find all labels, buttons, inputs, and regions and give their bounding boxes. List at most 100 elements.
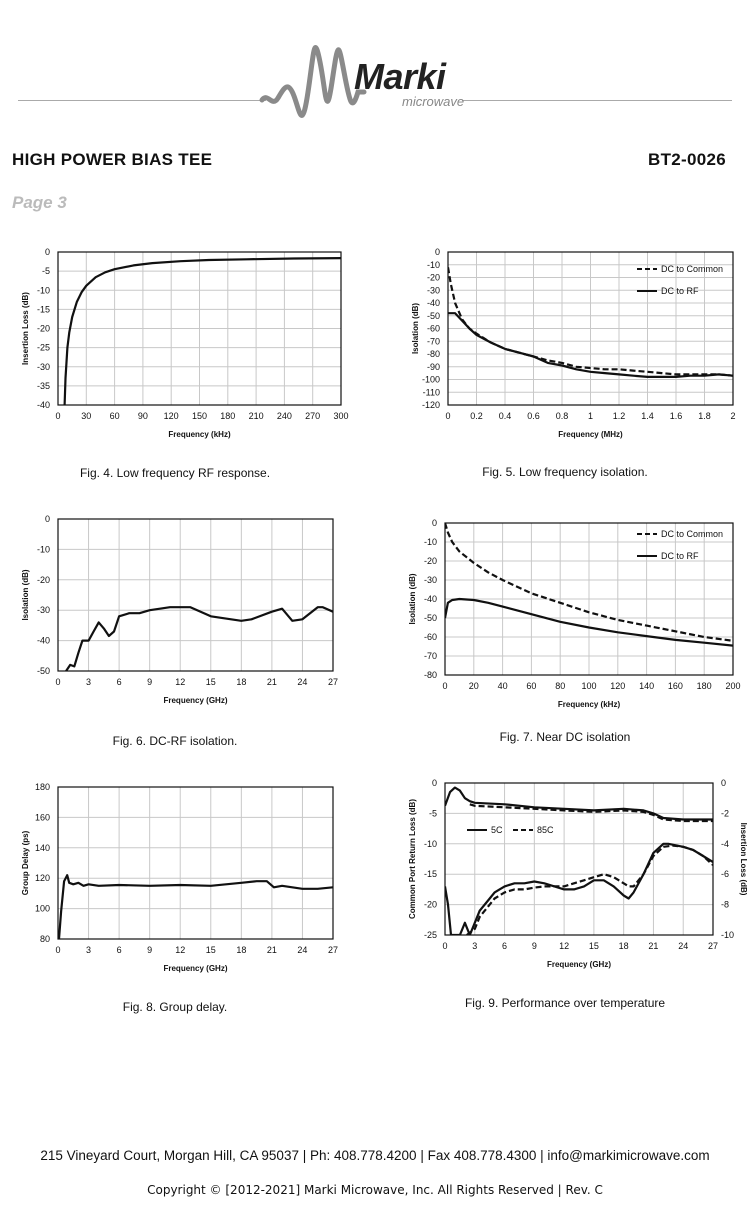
- series-line-s21: [63, 257, 341, 405]
- x-tick-label: 60: [110, 411, 120, 421]
- y-tick-label: -10: [424, 537, 437, 547]
- series-line-5c-insertion-loss: [445, 786, 713, 821]
- y-tick-label: -30: [37, 362, 50, 372]
- x-tick-label: 300: [333, 411, 348, 421]
- x-tick-label: 160: [668, 681, 683, 691]
- chart-fig9: 0 3 6 9 12 15 18 21 24 27 0 -5 -10 -15 -20 -25 0 -2 -4 -6 -8…: [408, 778, 748, 969]
- y-axis-label: Isolation (dB): [411, 303, 420, 354]
- x-tick-label: 180: [220, 411, 235, 421]
- y-tick-label: -50: [424, 613, 437, 623]
- y-tick-label: -10: [427, 260, 440, 270]
- x-axis-label: Frequency (MHz): [558, 430, 623, 439]
- x-tick-label: 21: [267, 677, 277, 687]
- x-tick-label: 0: [55, 945, 60, 955]
- x-tick-label: 120: [164, 411, 179, 421]
- y-tick-label: 0: [45, 247, 50, 257]
- logo-waveform-icon: [259, 45, 367, 118]
- x-tick-label: 18: [236, 677, 246, 687]
- y-tick-label: 100: [35, 904, 50, 914]
- y-tick-label: -120: [422, 400, 440, 410]
- y-tick-label: 160: [35, 812, 50, 822]
- x-tick-label: 3: [86, 677, 91, 687]
- x-tick-label: 1.4: [641, 411, 654, 421]
- x-tick-label: 6: [117, 945, 122, 955]
- x-tick-label: 2: [730, 411, 735, 421]
- x-tick-label: 40: [498, 681, 508, 691]
- x-tick-label: 9: [147, 677, 152, 687]
- legend-label: DC to RF: [661, 286, 699, 296]
- y-tick-label: -50: [37, 666, 50, 676]
- x-tick-label: 15: [206, 677, 216, 687]
- y-tick-label: -25: [424, 930, 437, 940]
- x-tick-label: 180: [697, 681, 712, 691]
- caption-fig8: Fig. 8. Group delay.: [122, 1000, 228, 1014]
- y-right-tick-label: -6: [721, 869, 729, 879]
- y-tick-label: 140: [35, 843, 50, 853]
- x-tick-label: 0: [55, 677, 60, 687]
- chart-fig7: 0 20 40 60 80 100 120 140 160 180 200 0 -10 -20 -30 -40…: [408, 518, 741, 709]
- y-tick-label: -40: [427, 298, 440, 308]
- y-tick-label: -80: [424, 670, 437, 680]
- x-tick-label: 140: [639, 681, 654, 691]
- x-axis-label: Frequency (GHz): [163, 696, 227, 705]
- y-tick-label: -30: [424, 575, 437, 585]
- chart-fig8: 0 3 6 9 12 15 18 21 24 27 180 160 140 120 100 80 Frequen…: [21, 782, 338, 973]
- y-tick-label: -50: [427, 311, 440, 321]
- x-tick-label: 9: [147, 945, 152, 955]
- x-tick-label: 270: [305, 411, 320, 421]
- y-axis-label: Isolation (dB): [408, 573, 417, 624]
- chart-fig6: 0 3 6 9 12 15 18 21 24 27 0 -10 -20 -30 -40 -50 Frequenc…: [21, 514, 338, 705]
- y-tick-label: -20: [37, 324, 50, 334]
- x-tick-label: 1.6: [670, 411, 683, 421]
- x-tick-label: 27: [328, 677, 338, 687]
- y-tick-label: -20: [427, 273, 440, 283]
- y-tick-label: 0: [45, 514, 50, 524]
- x-tick-label: 200: [725, 681, 740, 691]
- y-right-tick-label: -8: [721, 900, 729, 910]
- y-right-tick-label: -4: [721, 839, 729, 849]
- logo-text: Marki: [354, 56, 446, 97]
- y-tick-label: -20: [37, 575, 50, 585]
- x-tick-label: 1.2: [613, 411, 626, 421]
- series-line-dc-to-rf: [445, 597, 733, 647]
- x-tick-label: 0: [442, 941, 447, 951]
- plot-frame: [57, 518, 334, 672]
- x-tick-label: 3: [86, 945, 91, 955]
- legend-label: 85C: [537, 825, 554, 835]
- x-tick-label: 18: [236, 945, 246, 955]
- y-axis-label: Insertion Loss (dB): [21, 292, 30, 365]
- y-tick-label: -20: [424, 556, 437, 566]
- x-tick-label: 27: [708, 941, 718, 951]
- legend-label: 5C: [491, 825, 503, 835]
- x-tick-label: 6: [117, 677, 122, 687]
- y-tick-label: 0: [435, 247, 440, 257]
- x-tick-label: 30: [81, 411, 91, 421]
- legend-label: DC to RF: [661, 551, 699, 561]
- series-line-5c-return-loss: [445, 842, 713, 935]
- caption-fig6: Fig. 6. DC-RF isolation.: [112, 734, 238, 748]
- y-tick-label: -90: [427, 362, 440, 372]
- x-tick-label: 0: [445, 411, 450, 421]
- part-number: BT2-0026: [648, 150, 726, 169]
- y-tick-label: -10: [37, 544, 50, 554]
- y-tick-label: -40: [37, 636, 50, 646]
- x-tick-label: 27: [328, 945, 338, 955]
- chart-fig4: 0 30 60 90 120 150 180 210 240 270 300 0 -5 -10 -15 -20…: [21, 247, 349, 439]
- y-tick-label: 120: [35, 873, 50, 883]
- series-line-85c-insertion-loss: [469, 803, 713, 823]
- y-tick-label: -10: [424, 839, 437, 849]
- x-tick-label: 90: [138, 411, 148, 421]
- footer-address: 215 Vineyard Court, Morgan Hill, CA 9503…: [40, 1148, 710, 1163]
- x-tick-label: 9: [532, 941, 537, 951]
- x-tick-label: 0.6: [527, 411, 540, 421]
- y-tick-label: -5: [429, 808, 437, 818]
- plot-frame: [444, 782, 714, 936]
- x-tick-label: 1: [588, 411, 593, 421]
- x-tick-label: 3: [472, 941, 477, 951]
- x-tick-label: 24: [297, 945, 307, 955]
- y-tick-label: -10: [37, 285, 50, 295]
- x-tick-label: 18: [619, 941, 629, 951]
- y-tick-label: -40: [424, 594, 437, 604]
- x-tick-label: 6: [502, 941, 507, 951]
- x-tick-label: 0.8: [556, 411, 569, 421]
